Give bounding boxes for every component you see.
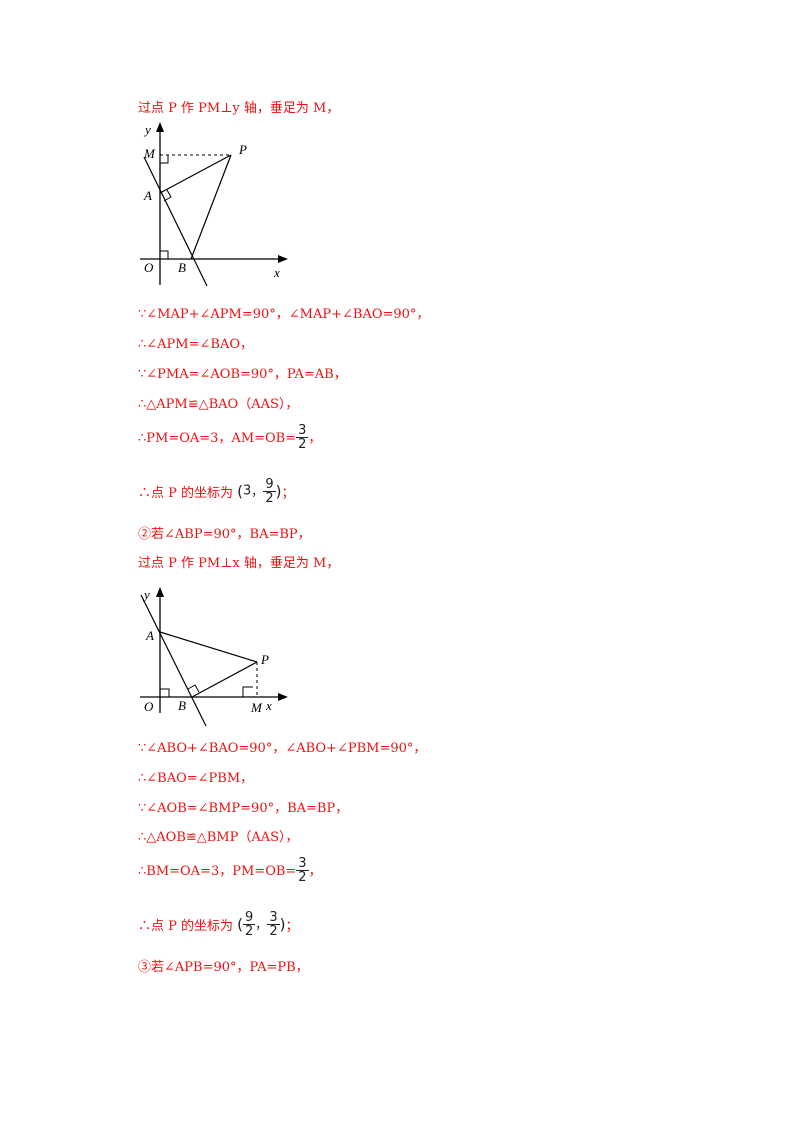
- fig2-label-o: O: [144, 699, 154, 714]
- fig2-label-y: y: [142, 587, 150, 602]
- line6-text: ∴PM=OA=3，AM=OB=: [138, 431, 297, 446]
- fig1-right-angle-o: [160, 250, 169, 259]
- figure-2: y A P O B M x: [140, 587, 288, 727]
- coord-p1-open: (: [237, 482, 244, 501]
- figure-1: y M P A O B x: [140, 122, 288, 287]
- text-line-9: 过点 P 作 PM⊥x 轴，垂足为 M，: [138, 556, 340, 571]
- fig1-x-arrow: [278, 255, 288, 263]
- text-line-3: ∴∠APM=∠BAO，: [138, 337, 253, 352]
- coord-p2: (9 2， 3 2): [237, 911, 285, 938]
- fig1-label-a: A: [143, 188, 152, 203]
- line15-text: ∴点 P 的坐标为: [138, 919, 234, 934]
- fig1-right-angle-a: [163, 189, 172, 202]
- coord-p1-x: 3: [243, 483, 252, 499]
- text-line-8: ②若∠ABP=90°，BA=BP，: [138, 527, 311, 542]
- line7-semicolon: ；: [281, 486, 295, 501]
- text-line-10: ∵∠ABO+∠BAO=90°，∠ABO+∠PBM=90°，: [138, 741, 427, 756]
- fig1-segment-pb: [190, 154, 232, 260]
- fig2-label-p: P: [260, 652, 269, 667]
- text-line-4: ∵∠PMA=∠AOB=90°，PA=AB，: [138, 367, 347, 382]
- fig1-right-angle-m: [160, 155, 169, 164]
- fig2-label-m: M: [250, 700, 263, 715]
- coord-p2-comma: ，: [255, 917, 268, 932]
- fig2-label-b: B: [178, 698, 186, 713]
- fig2-y-arrow: [156, 587, 164, 597]
- fig2-segment-ap: [159, 631, 258, 663]
- line15-semicolon: ；: [285, 919, 299, 934]
- coord-p1-y-den: 2: [263, 491, 276, 506]
- fig1-segment-ap: [159, 154, 232, 194]
- coord-p2-open: (: [237, 915, 244, 934]
- coord-p1: (3， 9 2): [237, 478, 281, 505]
- fraction-ob-num: 3: [298, 423, 307, 438]
- fig1-label-y: y: [143, 122, 151, 137]
- coord-p2-close: ): [279, 915, 286, 934]
- text-line-15: ∴点 P 的坐标为 (9 2， 3 2) ；: [138, 911, 298, 945]
- text-line-2: ∵∠MAP+∠APM=90°，∠MAP+∠BAO=90°，: [138, 307, 430, 322]
- fig1-label-x: x: [273, 265, 280, 280]
- line14-comma: ，: [308, 864, 322, 879]
- coord-p1-comma: ，: [251, 484, 264, 499]
- fig2-right-angle-o: [160, 688, 170, 697]
- text-line-6: ∴PM=OA=3，AM=OB= 3 2，: [138, 424, 321, 460]
- fig2-right-angle-m: [242, 686, 253, 697]
- coord-p2-y-num: 3: [269, 910, 278, 925]
- text-line-14: ∴BM=OA=3，PM=OB= 3 2，: [138, 857, 322, 893]
- fig2-x-arrow: [278, 693, 288, 701]
- line6-comma: ，: [308, 431, 322, 446]
- coord-p2-y-den: 2: [267, 924, 280, 939]
- coord-p2-x-den: 2: [243, 924, 256, 939]
- coord-p1-y-num: 9: [265, 477, 274, 492]
- text-line-12: ∵∠AOB=∠BMP=90°，BA=BP，: [138, 801, 349, 816]
- fig2-label-a: A: [145, 628, 154, 643]
- text-line-13: ∴△AOB≌△BMP（AAS），: [138, 830, 299, 845]
- coord-p2-x-num: 9: [245, 910, 254, 925]
- text-line-5: ∴△APM≌△BAO（AAS），: [138, 397, 299, 412]
- coord-p1-close: ): [275, 482, 282, 501]
- text-line-7: ∴点 P 的坐标为 (3， 9 2) ；: [138, 478, 294, 512]
- fig1-y-arrow: [156, 122, 164, 132]
- fig2-segment-bp: [191, 661, 258, 698]
- text-line-1: 过点 P 作 PM⊥y 轴，垂足为 M，: [138, 101, 340, 116]
- fig1-label-p: P: [238, 142, 247, 157]
- fig1-line-ab: [143, 156, 208, 287]
- fig1-label-m: M: [143, 146, 156, 161]
- fraction-pm-den: 2: [296, 870, 309, 885]
- line14-text: ∴BM=OA=3，PM=OB=: [138, 864, 297, 879]
- fig2-line-ab: [140, 594, 207, 727]
- fig1-label-o: O: [144, 260, 154, 275]
- text-line-11: ∴∠BAO=∠PBM，: [138, 771, 254, 786]
- fig2-right-angle-b: [187, 684, 200, 693]
- fig1-label-b: B: [178, 260, 186, 275]
- text-line-16: ③若∠APB=90°，PA=PB，: [138, 960, 309, 975]
- line7-text: ∴点 P 的坐标为: [138, 486, 234, 501]
- fraction-pm-num: 3: [298, 856, 307, 871]
- fraction-ob-den: 2: [296, 437, 309, 452]
- fig2-label-x: x: [265, 698, 272, 713]
